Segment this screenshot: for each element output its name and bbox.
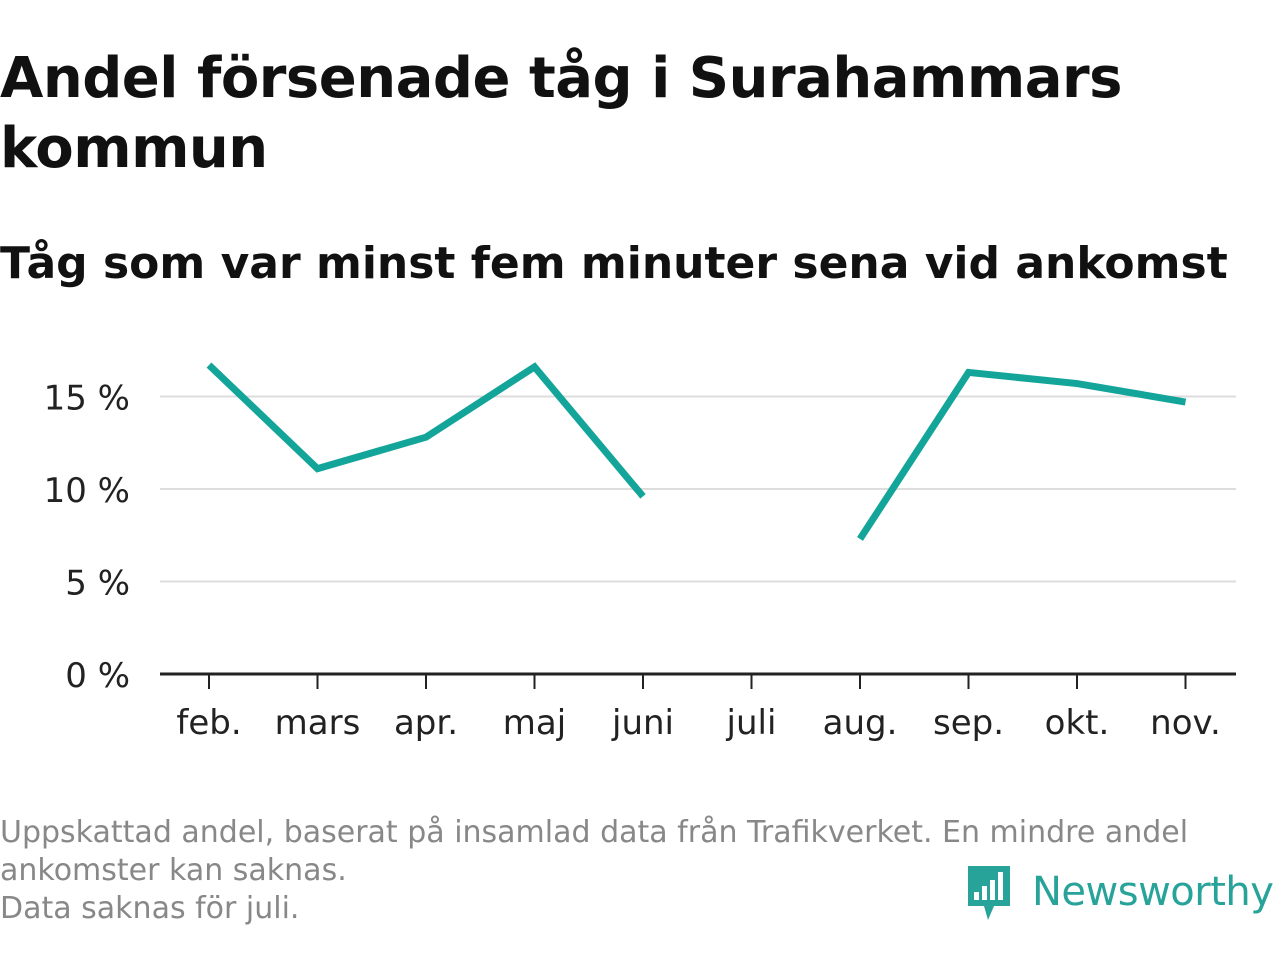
x-tick-label: juni	[611, 703, 674, 743]
series-line	[857, 368, 1187, 541]
footnote-line-3: Data saknas för juli.	[0, 891, 300, 926]
chart-subtitle: Tåg som var minst fem minuter sena vid a…	[0, 238, 1228, 289]
grid-lines	[160, 395, 1236, 583]
footnote-line-1: Uppskattad andel, baserat på insamlad da…	[0, 815, 1189, 850]
y-tick-label: 15 %	[44, 379, 130, 419]
series-lines	[206, 362, 1187, 541]
x-tick-label: okt.	[1045, 703, 1110, 743]
y-tick-label: 0 %	[65, 656, 130, 696]
x-tick-label: nov.	[1150, 703, 1221, 743]
x-axis-tick-labels: feb. mars apr. maj juni juli aug. sep. okt. nov.	[176, 703, 1220, 743]
newsworthy-brand: Newsworthy	[964, 862, 1274, 922]
x-tick-label: feb.	[176, 703, 241, 743]
series-line	[206, 362, 646, 499]
x-tick-label: mars	[275, 703, 361, 743]
x-axis	[160, 672, 1236, 689]
footnote-line-2: ankomster kan saknas.	[0, 853, 347, 888]
x-tick-label: apr.	[394, 703, 458, 743]
x-tick-label: juli	[726, 703, 777, 743]
x-tick-label: aug.	[823, 703, 898, 743]
x-tick-label: maj	[503, 703, 566, 743]
brand-name: Newsworthy	[1032, 869, 1274, 915]
footnote: Uppskattad andel, baserat på insamlad da…	[0, 814, 1270, 928]
x-tick-label: sep.	[933, 703, 1004, 743]
y-tick-label: 5 %	[65, 564, 130, 604]
y-tick-label: 10 %	[44, 471, 130, 511]
newsworthy-logo-icon	[968, 866, 1010, 920]
y-axis-tick-labels: 0 % 5 % 10 % 15 %	[44, 379, 130, 697]
chart-title: Andel försenade tåg i Surahammars kommun	[0, 46, 1122, 181]
